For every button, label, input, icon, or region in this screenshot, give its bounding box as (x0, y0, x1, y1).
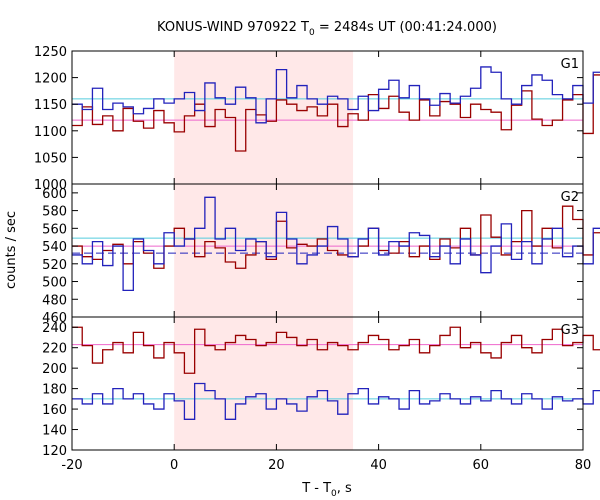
panel-g3-ytick-label: 240 (42, 321, 67, 336)
panel-g1-ytick-label: 1100 (34, 125, 67, 140)
panel-g2-name-label: G2 (561, 190, 579, 205)
panel-g1-ytick-label: 1250 (34, 45, 67, 60)
panel-g3-name-label: G3 (561, 323, 579, 338)
panel-g2-ytick-label: 600 (42, 187, 67, 202)
chart-title: KONUS-WIND 970922 T0 = 2484s UT (00:41:2… (157, 20, 497, 38)
panel-g2-ytick-label: 480 (42, 293, 67, 308)
panel-g2-ytick-label: 580 (42, 205, 67, 220)
xtick-label: 40 (370, 458, 387, 473)
y-axis-label: counts / sec (4, 211, 19, 289)
panel-g3-ytick-label: 160 (42, 403, 67, 418)
panel-g1-name-label: G1 (561, 57, 579, 72)
panel-g3-ytick-label: 120 (42, 444, 67, 459)
panel-g1-ytick-label: 1200 (34, 72, 67, 87)
panel-g2-ytick-label: 540 (42, 240, 67, 255)
panel-frames-layer (71, 50, 584, 451)
panel-g1-ytick-label: 1150 (34, 98, 67, 113)
xtick-label: 20 (268, 458, 285, 473)
panel-g2-ytick-label: 500 (42, 276, 67, 291)
panel-g1-ytick-label: 1050 (34, 151, 67, 166)
panel-g2-ytick-label: 520 (42, 258, 67, 273)
panel-g3-frame (71, 316, 584, 451)
xtick-label: 0 (170, 458, 178, 473)
xtick-label: -20 (61, 458, 82, 473)
panel-g2-ytick-label: 560 (42, 222, 67, 237)
panel-g3-ytick-label: 180 (42, 383, 67, 398)
panel-g2-ytick-label: 460 (42, 311, 67, 326)
panel-g3-ytick-label: 140 (42, 424, 67, 439)
panel-g3-ytick-label: 200 (42, 362, 67, 377)
ticks-layer: 100010501100115012001250G146048050052054… (34, 45, 591, 473)
xtick-label: 60 (473, 458, 490, 473)
x-axis-label: T - T0, s (301, 481, 352, 499)
panel-g1-ytick-label: 1000 (34, 178, 67, 193)
panel-g3-ytick-label: 220 (42, 342, 67, 357)
xtick-label: 80 (575, 458, 592, 473)
